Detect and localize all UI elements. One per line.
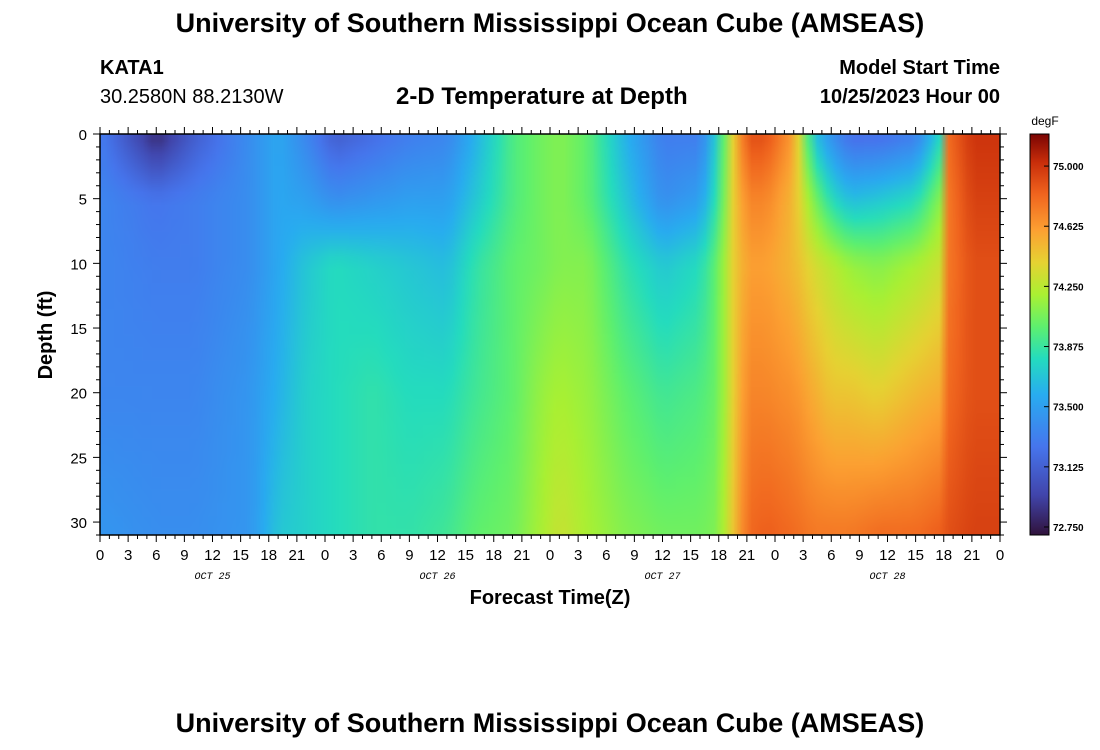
colorbar-tick-label: 74.625 [1053,222,1084,233]
station-id: KATA1 [100,57,164,79]
x-tick-label: 9 [180,547,188,564]
date-label: OCT 27 [644,572,680,583]
heatmap-image [100,134,1000,535]
colorbar-tick-label: 73.875 [1053,343,1084,354]
x-tick-label: 18 [260,547,277,564]
x-tick-label: 3 [349,547,357,564]
x-tick-label: 15 [232,547,249,564]
colorbar-tick-label: 72.750 [1053,523,1084,534]
y-tick-label: 25 [70,450,87,467]
x-tick-label: 6 [152,547,160,564]
x-tick-label: 6 [602,547,610,564]
colorbar-units: degF [1031,114,1058,128]
y-axis-ticks [93,133,1007,536]
colorbar-tick-label: 73.125 [1053,463,1084,474]
y-axis-labels: 0 5 10 15 20 25 30 [70,127,87,532]
x-tick-label: 12 [879,547,896,564]
x-tick-label: 3 [799,547,807,564]
x-axis-ticks [99,127,1001,542]
colorbar-ticks: 75.000 74.625 74.250 73.875 73.500 73.125 72.7… [1044,162,1084,534]
y-tick-label: 20 [70,386,87,403]
x-tick-label: 0 [996,547,1004,564]
x-tick-label: 3 [124,547,132,564]
x-tick-label: 9 [405,547,413,564]
x-tick-label: 21 [289,547,306,564]
colorbar [1029,133,1050,536]
x-tick-label: 21 [739,547,756,564]
x-tick-label: 21 [514,547,531,564]
colorbar-tick-label: 74.250 [1053,282,1084,293]
station-coords: 30.2580N 88.2130W [100,86,284,108]
date-label: OCT 26 [419,572,455,583]
y-axis-title: Depth (ft) [35,291,57,380]
model-start-value: 10/25/2023 Hour 00 [819,86,1000,108]
date-label: OCT 25 [194,572,230,583]
x-tick-label: 0 [96,547,104,564]
x-tick-label: 0 [546,547,554,564]
y-tick-label: 15 [70,321,87,338]
x-tick-label: 15 [907,547,924,564]
x-axis-labels: 0 3 6 9 12 15 18 21 0 3 6 9 12 15 18 21 0 3 6 9 12 15 18 21 0 3 6 9… [96,547,1004,564]
y-tick-label: 0 [79,127,87,144]
x-tick-label: 15 [457,547,474,564]
date-label: OCT 28 [869,572,905,583]
main-title: University of Southern Mississippi Ocean… [175,8,925,38]
x-tick-label: 12 [204,547,221,564]
x-tick-label: 21 [964,547,981,564]
footer-title: University of Southern Mississippi Ocean… [175,708,925,738]
x-tick-label: 0 [771,547,779,564]
x-tick-label: 12 [429,547,446,564]
x-tick-label: 9 [630,547,638,564]
x-tick-label: 0 [321,547,329,564]
x-tick-label: 18 [710,547,727,564]
plot-title: 2-D Temperature at Depth [396,83,688,110]
y-tick-label: 5 [79,192,87,209]
x-tick-label: 18 [935,547,952,564]
x-tick-label: 18 [485,547,502,564]
x-tick-label: 12 [654,547,671,564]
x-tick-label: 15 [682,547,699,564]
y-tick-label: 30 [70,515,87,532]
x-tick-label: 6 [377,547,385,564]
x-tick-label: 3 [574,547,582,564]
colorbar-tick-label: 75.000 [1053,162,1084,173]
x-tick-label: 6 [827,547,835,564]
x-axis-title: Forecast Time(Z) [470,587,631,609]
y-tick-label: 10 [70,256,87,273]
model-start-label: Model Start Time [839,57,1000,79]
colorbar-tick-label: 73.500 [1053,403,1084,414]
date-labels: OCT 25 OCT 26 OCT 27 OCT 28 [194,572,905,583]
x-tick-label: 9 [855,547,863,564]
